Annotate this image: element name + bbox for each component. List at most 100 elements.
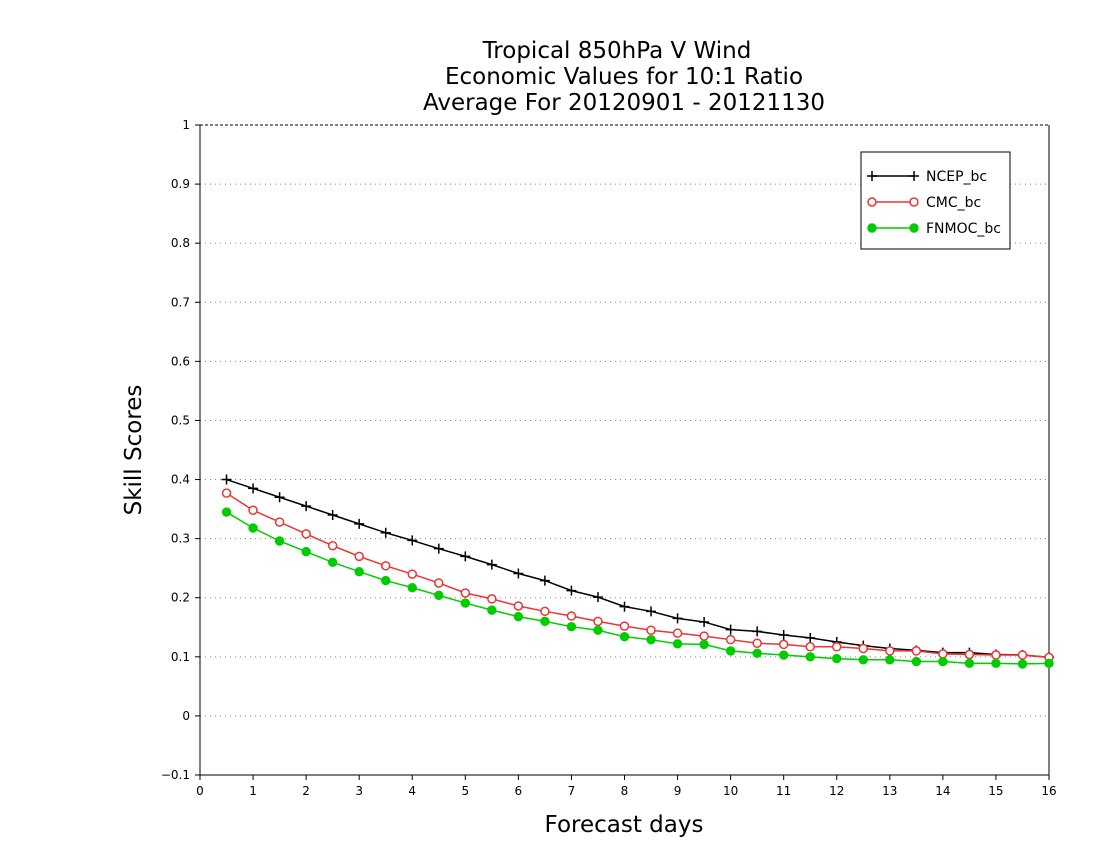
y-tick-label: 0.8 [171, 236, 190, 250]
data-point-cmc-bc [593, 616, 603, 627]
y-axis-ticks: −0.1 0 0.1 0.2 0.3 0.4 0.5 0.6 0.7 0.8 0.9 1 [161, 118, 200, 782]
data-point-ncep-bc [539, 575, 550, 586]
series-cmc-bc [221, 488, 1054, 663]
y-tick-label: 0.4 [171, 473, 190, 487]
legend: NCEP_bc CMC_bc FNMOC_bc [860, 151, 1011, 250]
data-point-fnmoc-bc [540, 616, 550, 627]
data-point-fnmoc-bc [381, 575, 391, 586]
data-point-fnmoc-bc [858, 655, 868, 665]
x-tick-label: 16 [1041, 784, 1056, 798]
y-tick-label: 0.5 [171, 413, 190, 427]
data-point-fnmoc-bc [1017, 659, 1028, 669]
x-tick-label: 12 [829, 784, 844, 798]
data-point-fnmoc-bc [327, 557, 338, 567]
data-point-cmc-bc [407, 569, 417, 579]
data-point-cmc-bc [487, 594, 497, 604]
data-point-ncep-bc [646, 606, 657, 617]
data-point-ncep-bc [513, 568, 524, 579]
data-point-ncep-bc [778, 629, 789, 640]
x-tick-label: 6 [515, 784, 523, 798]
data-point-cmc-bc [752, 638, 762, 648]
y-tick-label: 0.9 [171, 177, 190, 191]
data-point-ncep-bc [248, 483, 259, 494]
data-point-cmc-bc [354, 551, 364, 562]
x-tick-label: 8 [621, 784, 629, 798]
data-point-cmc-bc [274, 517, 285, 527]
data-point-ncep-bc [619, 601, 630, 612]
data-point-cmc-bc [221, 488, 232, 498]
x-tick-label: 13 [882, 784, 897, 798]
data-point-ncep-bc [805, 632, 816, 643]
data-point-cmc-bc [832, 642, 842, 652]
data-point-fnmoc-bc [566, 621, 577, 632]
x-tick-label: 1 [249, 784, 257, 798]
data-point-fnmoc-bc [354, 567, 364, 577]
legend-marker [867, 223, 877, 233]
data-point-fnmoc-bc [1044, 658, 1054, 669]
legend-item-ncep-bc: NCEP_bc [867, 169, 987, 185]
y-tick-label: 0.1 [171, 650, 190, 664]
data-point-fnmoc-bc [221, 507, 232, 517]
y-tick-label: 0 [182, 709, 190, 723]
data-point-fnmoc-bc [778, 650, 789, 660]
legend-marker [867, 197, 877, 207]
data-point-cmc-bc [725, 634, 736, 645]
data-point-ncep-bc [699, 616, 710, 627]
data-point-cmc-bc [778, 639, 789, 650]
data-point-ncep-bc [433, 543, 444, 554]
chart-title-line-2: Economic Values for 10:1 Ratio [445, 64, 803, 90]
legend-marker [867, 171, 877, 181]
data-point-ncep-bc [380, 527, 391, 538]
chart-title-line-1: Tropical 850hPa V Wind [482, 38, 752, 64]
x-tick-label: 11 [776, 784, 791, 798]
data-point-fnmoc-bc [805, 652, 815, 662]
y-tick-label: 0.3 [171, 532, 190, 546]
y-tick-label: 1 [182, 118, 190, 132]
data-point-cmc-bc [964, 649, 975, 660]
legend-item-fnmoc-bc: FNMOC_bc [867, 221, 1001, 237]
legend-label: NCEP_bc [926, 169, 987, 185]
data-point-cmc-bc [513, 601, 524, 611]
legend-marker [909, 197, 919, 207]
data-point-fnmoc-bc [964, 658, 975, 669]
x-tick-label: 3 [355, 784, 363, 798]
data-point-fnmoc-bc [911, 656, 922, 667]
data-point-ncep-bc [274, 492, 285, 503]
series-line-cmc-bc [226, 492, 1050, 659]
data-point-ncep-bc [592, 592, 603, 603]
legend-item-cmc-bc: CMC_bc [867, 195, 981, 211]
data-point-fnmoc-bc [487, 605, 497, 615]
data-point-fnmoc-bc [460, 598, 471, 608]
series-line-fnmoc-bc [226, 511, 1050, 665]
data-point-ncep-bc [725, 624, 736, 635]
x-tick-label: 7 [568, 784, 576, 798]
data-point-cmc-bc [805, 642, 815, 652]
data-point-fnmoc-bc [434, 590, 444, 601]
data-point-cmc-bc [248, 505, 258, 516]
data-point-cmc-bc [301, 529, 311, 539]
x-tick-label: 4 [408, 784, 416, 798]
x-tick-label: 10 [723, 784, 738, 798]
x-axis-ticks: 0 1 2 3 4 5 6 7 8 9 10 11 12 13 14 15 16 [196, 775, 1057, 798]
data-point-fnmoc-bc [699, 639, 709, 650]
data-point-ncep-bc [221, 474, 232, 485]
data-point-fnmoc-bc [407, 582, 417, 593]
data-point-fnmoc-bc [672, 639, 683, 649]
x-tick-label: 5 [461, 784, 469, 798]
data-point-ncep-bc [301, 501, 312, 512]
series-ncep-bc [221, 474, 1054, 663]
data-point-fnmoc-bc [885, 655, 895, 665]
x-tick-label: 2 [302, 784, 310, 798]
data-point-cmc-bc [1017, 650, 1028, 660]
chart-title: Tropical 850hPa V Wind Economic Values f… [423, 38, 825, 116]
x-tick-label: 15 [988, 784, 1003, 798]
data-point-cmc-bc [566, 611, 577, 621]
data-point-cmc-bc [327, 540, 338, 551]
data-point-ncep-bc [407, 535, 418, 546]
data-point-fnmoc-bc [248, 523, 258, 533]
data-point-cmc-bc [434, 578, 444, 588]
data-point-ncep-bc [460, 551, 471, 562]
data-point-fnmoc-bc [619, 632, 630, 642]
plot-series [221, 474, 1054, 669]
